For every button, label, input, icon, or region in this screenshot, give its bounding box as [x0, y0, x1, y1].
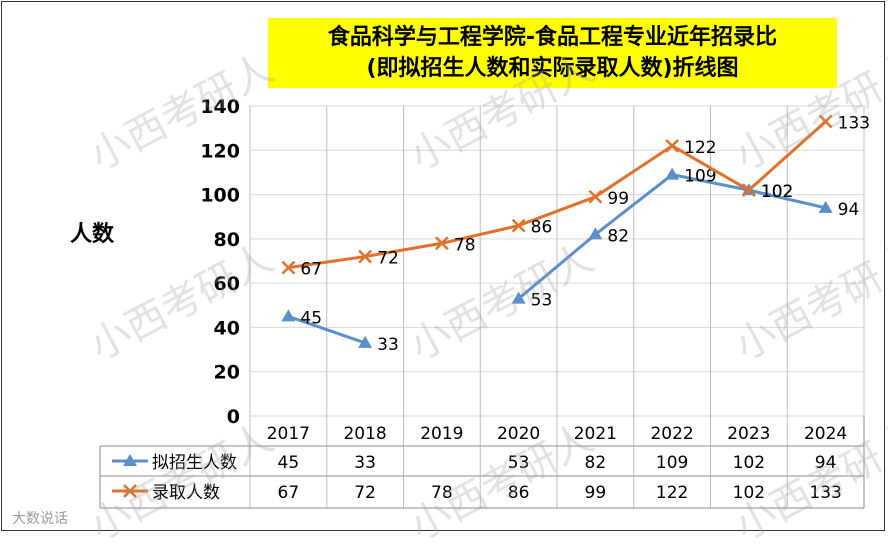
data-point-marker: [665, 167, 680, 180]
data-label: 102: [761, 182, 793, 202]
data-label: 78: [454, 235, 476, 255]
y-tick-label: 140: [200, 96, 240, 118]
table-cell: 102: [733, 483, 765, 503]
table-cell: 82: [585, 453, 607, 473]
data-point-marker: [818, 200, 833, 213]
data-label: 86: [531, 218, 553, 238]
y-tick-label: 80: [214, 229, 240, 251]
table-cell: 102: [733, 453, 765, 473]
table-cell: 67: [278, 483, 300, 503]
chart-title-box: 食品科学与工程学院-食品工程专业近年招录比 (即拟招生人数和实际录取人数)折线图: [268, 18, 837, 88]
table-cell: 99: [585, 483, 607, 503]
x-tick-label: 2018: [343, 424, 386, 444]
chart-title-line1: 食品科学与工程学院-食品工程专业近年招录比: [327, 25, 778, 50]
y-tick-label: 40: [214, 317, 240, 339]
table-cell: 78: [431, 483, 453, 503]
series-line: [287, 314, 366, 345]
y-tick-label: 60: [214, 273, 240, 295]
data-point-marker: [281, 260, 296, 275]
data-point-marker: [511, 291, 526, 304]
table-cell: 94: [815, 453, 837, 473]
line-chart: 0 20 40 60 80 100 120 140 2017 2018 2019 2020 2021 20…: [99, 96, 870, 509]
footer-brand: 大数说话: [12, 511, 68, 527]
y-tick-label: 0: [227, 406, 240, 428]
x-tick-label: 2024: [804, 424, 847, 444]
data-label: 109: [684, 167, 716, 187]
table-cell: 86: [508, 483, 530, 503]
x-tick-label: 2021: [574, 424, 617, 444]
table-cell: 33: [354, 453, 376, 473]
data-label: 72: [377, 249, 399, 269]
table-cell: 45: [278, 453, 300, 473]
data-label: 82: [607, 226, 629, 246]
chart-title-line2: (即拟招生人数和实际录取人数)折线图: [366, 56, 739, 81]
table-cell: 122: [656, 483, 688, 503]
data-point-marker: [123, 454, 137, 466]
x-tick-label: 2017: [267, 424, 310, 444]
data-point-marker: [358, 249, 373, 264]
data-point-marker: [818, 114, 833, 129]
data-label: 133: [838, 114, 870, 134]
data-point-marker: [123, 484, 137, 498]
series-line: [288, 120, 827, 270]
data-point-marker: [281, 309, 296, 322]
data-point-marker: [665, 138, 680, 153]
x-tick-label: 2023: [727, 424, 770, 444]
x-tick-label: 2019: [420, 424, 463, 444]
data-label: 67: [300, 260, 322, 280]
data-label: 122: [684, 138, 716, 158]
legend-label: 录取人数: [152, 483, 220, 503]
table-cell: 53: [508, 453, 530, 473]
y-tick-label: 120: [200, 140, 240, 162]
table-cell: 72: [354, 483, 376, 503]
y-tick-label: 20: [214, 362, 240, 384]
data-point-marker: [741, 183, 756, 198]
data-point-marker: [434, 236, 449, 251]
data-point-marker: [588, 227, 603, 240]
data-label: 99: [607, 189, 629, 209]
data-label: 45: [300, 308, 322, 328]
data-label: 102: [761, 182, 793, 202]
data-label: 53: [531, 291, 553, 311]
y-tick-label: 100: [200, 185, 240, 207]
legend-label: 拟招生人数: [152, 453, 237, 473]
data-label: 94: [838, 200, 860, 220]
data-label: 33: [377, 335, 399, 355]
data-point-marker: [358, 335, 373, 348]
table-cell: 133: [809, 483, 841, 503]
data-point-marker: [588, 189, 603, 204]
x-tick-label: 2020: [497, 424, 540, 444]
y-axis-label: 人数: [70, 222, 115, 247]
data-point-marker: [511, 218, 526, 233]
chart-frame: [1, 1, 885, 531]
table-cell: 109: [656, 453, 688, 473]
x-tick-label: 2022: [650, 424, 693, 444]
